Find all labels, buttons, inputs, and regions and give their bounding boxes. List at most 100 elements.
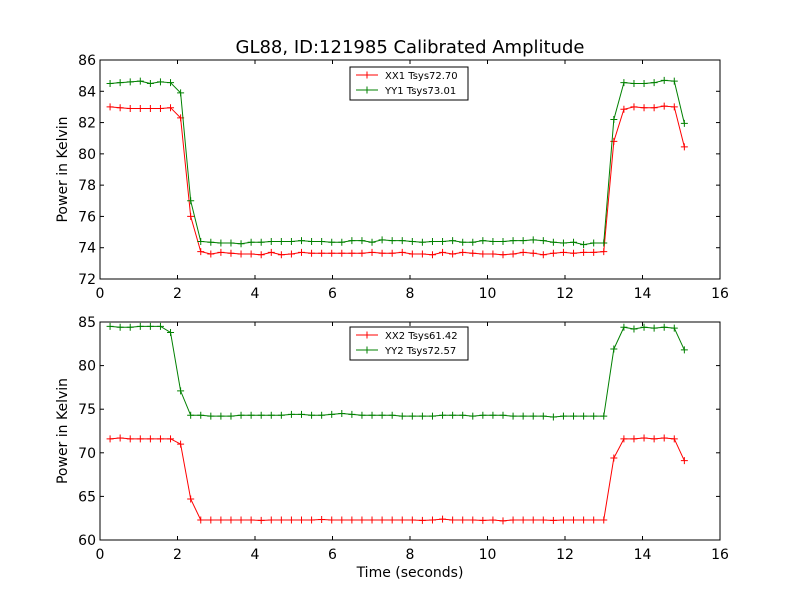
y-tick-label: 70	[78, 446, 96, 462]
data-point	[539, 516, 547, 524]
y-tick-label: 60	[78, 533, 96, 549]
data-point	[650, 435, 658, 443]
x-tick-label: 12	[556, 547, 574, 563]
data-point	[388, 411, 396, 419]
data-point	[197, 516, 205, 524]
data-point	[368, 516, 376, 524]
data-point	[428, 251, 436, 259]
data-point	[126, 78, 134, 86]
y-tick-label: 82	[78, 116, 96, 132]
data-point	[600, 239, 608, 247]
data-point	[570, 238, 578, 246]
data-point	[439, 515, 447, 523]
data-point	[156, 435, 164, 443]
data-point	[428, 412, 436, 420]
data-point	[267, 411, 275, 419]
data-point	[529, 412, 537, 420]
x-tick-label: 16	[711, 286, 729, 302]
data-point	[358, 249, 366, 257]
legend-label: YY1 Tsys73.01	[384, 86, 456, 97]
data-point	[348, 516, 356, 524]
data-point	[318, 411, 326, 419]
data-point	[408, 516, 416, 524]
data-point	[509, 516, 517, 524]
y-axis-label: Power in Kelvin	[55, 116, 71, 222]
data-point	[227, 249, 235, 257]
data-point	[378, 411, 386, 419]
plot-2: 0 2 4 6 8 10 12 14 16 60 65 70 75 80 85 Power in Kelvin…	[55, 315, 729, 581]
data-point	[116, 323, 124, 331]
data-point	[338, 410, 346, 418]
data-point	[539, 237, 547, 245]
data-point	[227, 412, 235, 420]
series-markers	[106, 322, 688, 421]
data-point	[217, 239, 225, 247]
data-point	[257, 411, 265, 419]
data-point	[247, 250, 255, 258]
data-point	[348, 410, 356, 418]
data-point	[489, 237, 497, 245]
data-point	[680, 119, 688, 127]
data-point	[479, 237, 487, 245]
data-point	[489, 411, 497, 419]
data-point	[237, 240, 245, 248]
data-point	[197, 237, 205, 245]
x-tick-label: 0	[96, 547, 105, 563]
data-point	[257, 238, 265, 246]
data-point	[267, 516, 275, 524]
data-point	[670, 435, 678, 443]
data-point	[640, 79, 648, 87]
data-point	[519, 412, 527, 420]
figure-title: GL88, ID:121985 Calibrated Amplitude	[236, 37, 585, 58]
data-point	[187, 197, 195, 205]
y-tick-label: 74	[78, 241, 96, 257]
data-point	[267, 237, 275, 245]
series-line	[110, 105, 685, 256]
data-point	[318, 237, 326, 245]
series-markers	[106, 76, 688, 249]
data-point	[418, 238, 426, 246]
data-point	[449, 237, 457, 245]
data-point	[580, 248, 588, 256]
data-point	[519, 516, 527, 524]
data-point	[187, 411, 195, 419]
data-point	[428, 237, 436, 245]
data-point	[106, 435, 114, 443]
data-point	[499, 517, 507, 525]
data-point	[489, 250, 497, 258]
data-point	[106, 79, 114, 87]
data-point	[126, 323, 134, 331]
data-point	[257, 251, 265, 259]
data-point	[298, 410, 305, 418]
data-point	[509, 412, 517, 420]
x-tick-label: 12	[556, 286, 574, 302]
data-point	[156, 104, 164, 112]
x-tick-label: 6	[328, 547, 337, 563]
data-point	[670, 324, 678, 332]
data-point	[378, 249, 386, 257]
data-point	[549, 516, 557, 524]
series-markers	[106, 102, 688, 259]
data-point	[439, 237, 447, 245]
data-point	[237, 516, 245, 524]
data-point	[509, 237, 517, 245]
data-point	[449, 250, 457, 258]
legend: XX2 Tsys61.42 YY2 Tsys72.57	[349, 326, 469, 361]
data-point	[398, 412, 406, 420]
data-point	[237, 411, 245, 419]
data-point	[348, 249, 356, 257]
series-line	[110, 437, 685, 522]
data-point	[610, 345, 618, 353]
data-point	[489, 516, 497, 524]
data-point	[559, 412, 567, 420]
data-point	[479, 411, 487, 419]
data-point	[640, 323, 648, 331]
data-point	[650, 104, 658, 112]
x-tick-label: 10	[479, 547, 497, 563]
data-point	[368, 248, 376, 256]
data-point	[529, 249, 537, 257]
legend-box	[349, 66, 469, 101]
data-point	[156, 322, 164, 330]
data-point	[479, 250, 487, 258]
